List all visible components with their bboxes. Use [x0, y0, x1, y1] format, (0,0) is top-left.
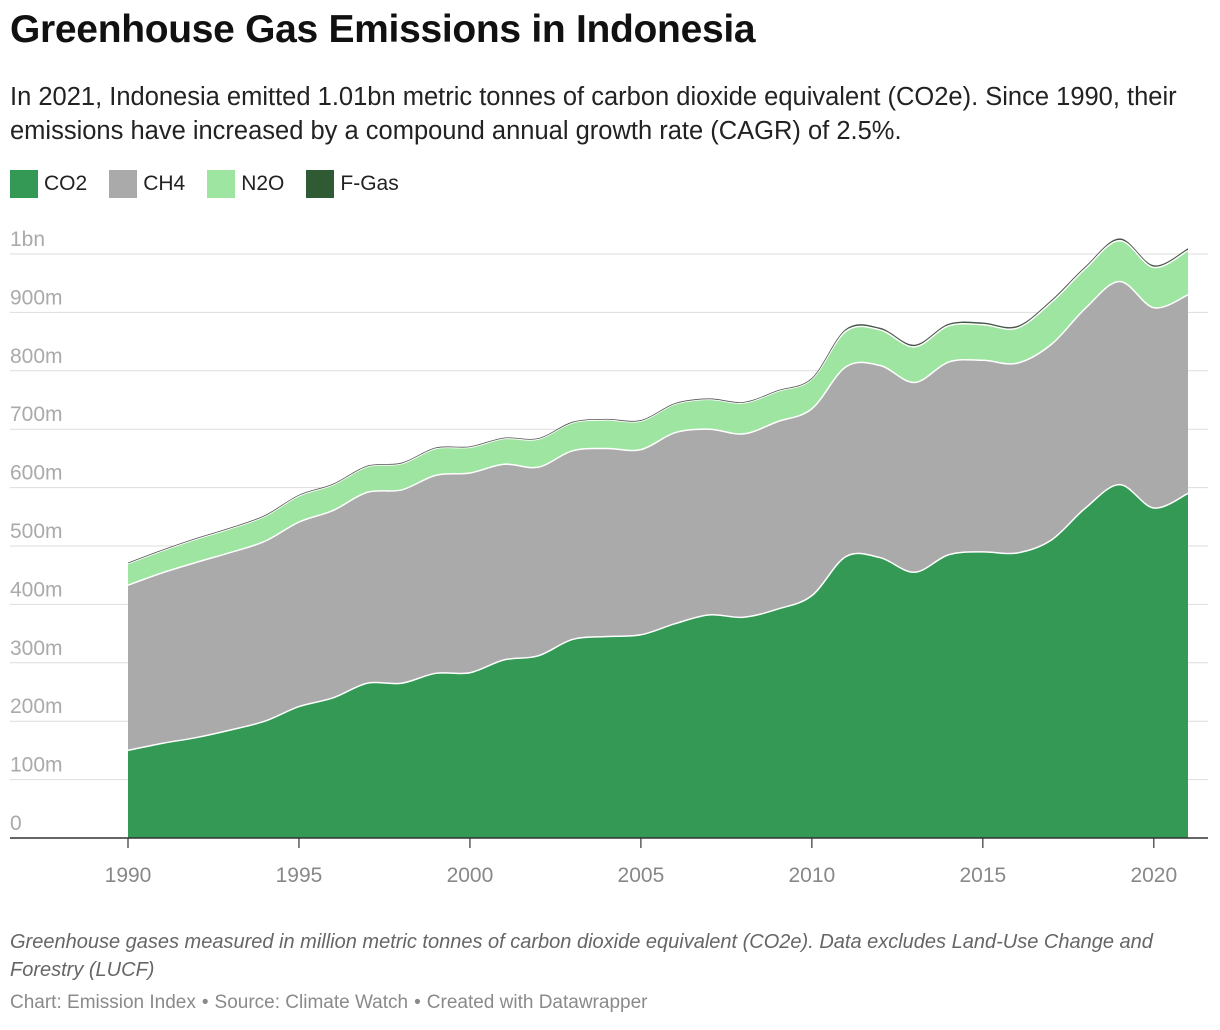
legend-label-fgas: F-Gas	[340, 172, 399, 195]
legend-label-ch4: CH4	[143, 172, 186, 195]
chart-credits: Chart: Emission Index • Source: Climate Wa…	[10, 992, 647, 1014]
legend-item-co2: CO2	[10, 170, 87, 198]
x-tick-label: 2015	[959, 864, 1006, 887]
legend: CO2 CH4 N2O F-Gas	[10, 170, 421, 198]
credit-tool: Created with Datawrapper	[426, 992, 648, 1013]
series-boundary-line	[127, 238, 1189, 564]
chart-title: Greenhouse Gas Emissions in Indonesia	[10, 8, 756, 51]
y-tick-label: 600m	[10, 462, 63, 485]
y-tick-label: 0	[10, 812, 22, 835]
legend-item-fgas: F-Gas	[306, 170, 399, 198]
series-boundary-line	[127, 239, 1189, 565]
legend-item-ch4: CH4	[109, 170, 185, 198]
area-co2	[128, 484, 1188, 838]
y-tick-label: 900m	[10, 286, 63, 309]
area-chart: 0 100m 200m 300m 400m 500m 600m 700m 800m 900m 1bn…	[10, 228, 1208, 887]
credit-source: Source: Climate Watch	[214, 992, 409, 1013]
legend-swatch-co2	[10, 170, 38, 198]
legend-swatch-fgas	[306, 170, 335, 198]
legend-label-n2o: N2O	[241, 172, 285, 195]
credit-separator: •	[414, 992, 421, 1013]
chart-subtitle: In 2021, Indonesia emitted 1.01bn metric…	[10, 83, 1177, 145]
legend-swatch-ch4	[109, 170, 138, 198]
y-tick-label: 1bn	[10, 228, 45, 251]
y-tick-label: 700m	[10, 403, 63, 426]
chart-notes: Greenhouse gases measured in million met…	[10, 931, 1153, 981]
x-tick-label: 2005	[618, 864, 665, 887]
series-boundary-line	[127, 280, 1189, 586]
y-tick-label: 200m	[10, 695, 63, 718]
x-tick-label: 2010	[789, 864, 836, 887]
x-tick-label: 2020	[1130, 864, 1177, 887]
legend-item-n2o: N2O	[207, 170, 284, 198]
y-tick-label: 400m	[10, 578, 63, 601]
y-tick-label: 100m	[10, 754, 63, 777]
x-tick-label: 1995	[276, 864, 323, 887]
legend-label-co2: CO2	[44, 172, 88, 195]
credit-chart: Chart: Emission Index	[10, 992, 196, 1013]
y-tick-label: 500m	[10, 520, 63, 543]
x-tick-label: 2000	[447, 864, 494, 887]
x-tick-label: 1990	[105, 864, 152, 887]
legend-swatch-n2o	[207, 170, 236, 198]
credit-separator: •	[201, 992, 209, 1013]
series-boundary-line	[127, 483, 1189, 752]
y-tick-label: 800m	[10, 345, 63, 368]
area-ch4	[128, 281, 1188, 751]
y-tick-label: 300m	[10, 637, 63, 660]
